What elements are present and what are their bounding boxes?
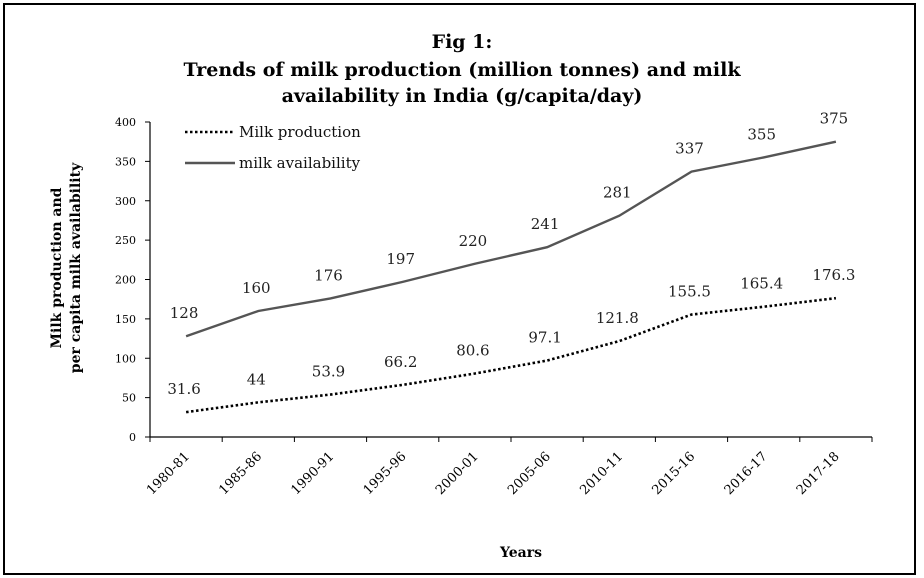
data-label: 44 xyxy=(247,370,266,388)
data-label: 375 xyxy=(820,110,849,128)
y-tick-label: 300 xyxy=(115,195,136,208)
x-tick-label: 2005-06 xyxy=(505,449,554,498)
data-label: 128 xyxy=(170,304,199,322)
data-label: 176 xyxy=(314,266,343,284)
y-tick-label: 0 xyxy=(129,431,136,444)
data-label: 80.6 xyxy=(456,342,489,360)
data-label: 53.9 xyxy=(312,363,345,381)
data-label: 31.6 xyxy=(167,380,200,398)
chart-title-line-2: Trends of milk production (million tonne… xyxy=(183,59,741,81)
data-label: 337 xyxy=(675,140,704,158)
legend-label: Milk production xyxy=(239,123,361,141)
y-tick-label: 400 xyxy=(115,116,136,129)
x-axis-title: Years xyxy=(499,545,542,561)
y-tick-label: 100 xyxy=(115,352,136,365)
series-line-milk-production xyxy=(185,296,837,414)
x-tick-label: 2015-16 xyxy=(650,449,699,498)
data-label: 66.2 xyxy=(384,353,417,371)
legend-label: milk availability xyxy=(239,154,361,172)
x-tick-label: 2016-17 xyxy=(722,449,771,498)
y-axis-title-line-2: per capita milk availability xyxy=(68,162,84,373)
data-label: 155.5 xyxy=(668,283,711,301)
y-tick-label: 200 xyxy=(115,274,136,287)
data-label: 160 xyxy=(242,279,271,297)
x-tick-label: 1985-86 xyxy=(216,449,265,498)
x-tick-label: 2000-01 xyxy=(433,449,482,498)
data-label: 220 xyxy=(459,232,488,250)
y-tick-label: 250 xyxy=(115,234,136,247)
x-tick-label: 1995-96 xyxy=(361,449,410,498)
y-tick-label: 350 xyxy=(115,155,136,168)
data-label: 165.4 xyxy=(740,275,783,293)
data-label: 176.3 xyxy=(812,266,855,284)
data-label: 121.8 xyxy=(596,309,639,327)
x-tick-label: 2017-18 xyxy=(794,449,843,498)
data-label: 355 xyxy=(747,125,776,143)
x-tick-label: 1990-91 xyxy=(289,449,338,498)
data-label: 197 xyxy=(386,250,415,268)
data-label: 281 xyxy=(603,184,632,202)
series-line-milk-availability xyxy=(185,140,837,338)
data-label: 97.1 xyxy=(528,329,561,347)
data-label: 241 xyxy=(531,215,560,233)
y-tick-label: 150 xyxy=(115,313,136,326)
chart-frame xyxy=(3,3,916,575)
chart-title-line-3: availability in India (g/capita/day) xyxy=(281,85,643,107)
y-axis-title-line-1: Milk production and xyxy=(49,187,65,348)
x-tick-label: 2010-11 xyxy=(577,449,626,498)
x-tick-label: 1980-81 xyxy=(144,449,193,498)
chart-title-line-1: Fig 1: xyxy=(431,31,493,53)
y-tick-label: 50 xyxy=(122,392,136,405)
